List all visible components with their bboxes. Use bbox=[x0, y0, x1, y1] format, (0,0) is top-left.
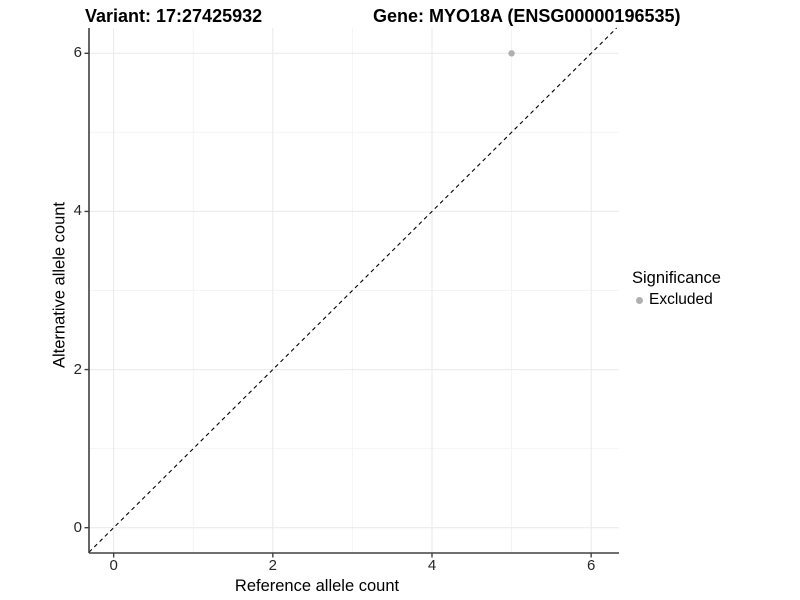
y-tick-label: 4 bbox=[73, 202, 82, 220]
data-point bbox=[508, 50, 515, 57]
x-tick-label: 2 bbox=[268, 557, 277, 574]
x-tick-label: 6 bbox=[586, 557, 596, 574]
x-tick-label: 4 bbox=[427, 557, 437, 574]
legend-item-label: Excluded bbox=[649, 291, 713, 308]
legend: Significance Excluded bbox=[632, 269, 721, 309]
x-tick-label: 0 bbox=[109, 557, 118, 574]
gene-title: Gene: MYO18A (ENSG00000196535) bbox=[373, 6, 681, 26]
y-tick-label: 2 bbox=[73, 360, 82, 378]
variant-title: Variant: 17:27425932 bbox=[85, 6, 263, 26]
identity-line bbox=[88, 27, 618, 553]
x-axis-title: Reference allele count bbox=[234, 577, 400, 595]
y-tick-label: 6 bbox=[73, 44, 82, 62]
y-axis-title: Alternative allele count bbox=[50, 201, 69, 369]
legend-title: Significance bbox=[632, 269, 721, 287]
y-tick-label: 0 bbox=[73, 518, 82, 536]
legend-item-excluded: Excluded bbox=[632, 291, 721, 309]
legend-key-dot-icon bbox=[636, 296, 643, 304]
